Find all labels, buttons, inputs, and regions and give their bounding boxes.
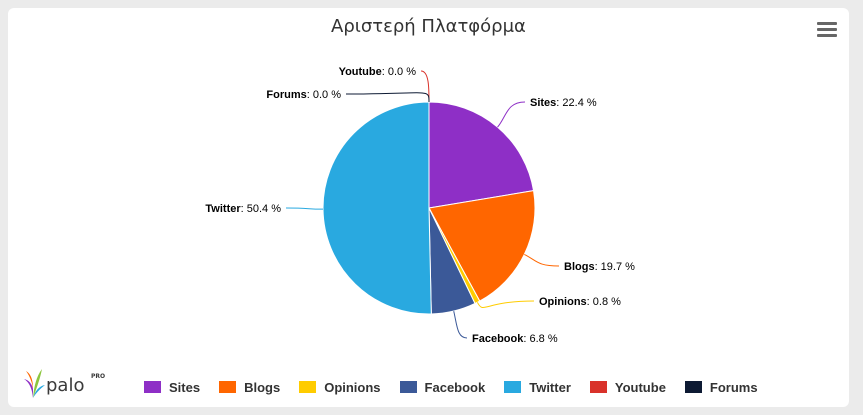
data-label-blogs: Blogs: 19.7 % [564, 261, 635, 273]
legend-label: Blogs [244, 379, 281, 395]
legend-swatch [299, 381, 317, 393]
legend-label: Sites [169, 379, 201, 395]
legend-swatch [399, 381, 417, 393]
connector-twitter [285, 207, 324, 210]
legend-swatch [684, 381, 702, 393]
legend-item-sites[interactable]: Sites [144, 380, 200, 395]
pie-slice-twitter[interactable] [322, 101, 432, 315]
data-label-opinions: Opinions: 0.8 % [539, 296, 621, 308]
connector-sites [497, 101, 526, 128]
data-label-forums: Forums: 0.0 % [266, 89, 341, 101]
chart-title: Αριστερή Πλατφόρμα [331, 16, 526, 37]
data-label-twitter: Twitter: 50.4 % [205, 203, 281, 215]
chart-legend: Sites Blogs Opinions Facebook Twitter Youtube… [144, 377, 777, 397]
connector-facebook [453, 310, 468, 339]
legend-swatch [589, 381, 607, 393]
legend-label: Opinions [324, 379, 381, 395]
legend-item-facebook[interactable]: Facebook [399, 379, 486, 395]
data-label-facebook: Facebook: 6.8 % [472, 333, 558, 345]
connector-forums [345, 92, 430, 103]
legend-item-opinions[interactable]: Opinions [299, 379, 381, 395]
pie-slice-blogs[interactable] [428, 190, 536, 302]
legend-item-twitter[interactable]: Twitter [504, 380, 571, 395]
palo-leaf-logo-icon [24, 369, 45, 398]
legend-item-blogs[interactable]: Blogs [219, 380, 280, 395]
legend-label: Twitter [529, 379, 571, 395]
hamburger-menu-icon[interactable] [817, 22, 837, 40]
pie-slice-sites[interactable] [428, 101, 535, 209]
legend-swatch [219, 381, 237, 393]
connector-youtube [420, 70, 430, 103]
logo-text: palo [46, 375, 85, 396]
logo-badge: PRO [91, 373, 106, 380]
data-label-youtube: Youtube: 0.0 % [339, 66, 417, 78]
legend-label: Forums [709, 379, 758, 395]
legend-swatch [504, 381, 522, 393]
legend-item-forums[interactable]: Forums [684, 379, 758, 395]
legend-label: Facebook [424, 379, 486, 395]
legend-item-youtube[interactable]: Youtube [589, 379, 666, 395]
palo-logo: palo PRO [20, 365, 110, 401]
data-label-sites: Sites: 22.4 % [530, 97, 597, 109]
pie-chart: Sites: 22.4 % Blogs: 19.7 % Opinions: 0.8 … [205, 66, 635, 345]
legend-swatch [144, 381, 161, 393]
legend-label: Youtube [614, 379, 666, 395]
connector-opinions [476, 300, 535, 309]
connector-blogs [524, 253, 560, 267]
chart-container: Αριστερή Πλατφόρμα Sites: 22.4 % Blogs: 1… [8, 8, 849, 407]
